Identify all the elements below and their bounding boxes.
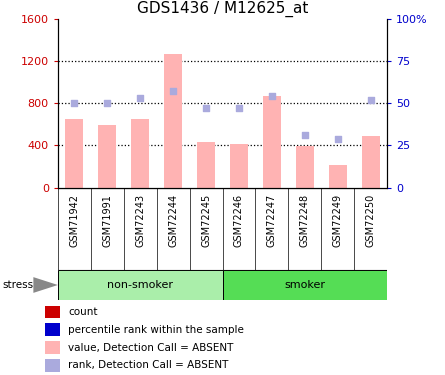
Bar — [362, 136, 380, 188]
Text: GSM71942: GSM71942 — [69, 194, 79, 247]
Bar — [44, 341, 60, 354]
Point — [235, 105, 243, 111]
Bar — [44, 306, 60, 318]
Point — [137, 95, 144, 101]
Point — [301, 132, 308, 138]
Point — [71, 100, 78, 106]
Point — [104, 100, 111, 106]
Text: non-smoker: non-smoker — [107, 280, 173, 290]
Text: GSM72249: GSM72249 — [333, 194, 343, 247]
Text: GSM72247: GSM72247 — [267, 194, 277, 248]
Text: value, Detection Call = ABSENT: value, Detection Call = ABSENT — [68, 343, 233, 352]
Point — [202, 105, 210, 111]
Bar — [65, 119, 83, 188]
Bar — [222, 270, 387, 300]
Text: smoker: smoker — [284, 280, 325, 290]
Text: GSM72243: GSM72243 — [135, 194, 145, 247]
Bar — [329, 165, 347, 188]
Bar — [164, 54, 182, 188]
Title: GDS1436 / M12625_at: GDS1436 / M12625_at — [137, 1, 308, 17]
Point — [367, 97, 374, 103]
Point — [170, 88, 177, 94]
Bar — [44, 359, 60, 372]
Bar — [263, 96, 281, 188]
Bar — [230, 144, 248, 188]
Text: rank, Detection Call = ABSENT: rank, Detection Call = ABSENT — [68, 360, 228, 370]
Text: stress: stress — [2, 280, 33, 290]
Text: GSM72250: GSM72250 — [366, 194, 376, 248]
Text: GSM71991: GSM71991 — [102, 194, 112, 247]
Text: count: count — [68, 307, 97, 317]
Bar — [58, 270, 222, 300]
Bar — [98, 125, 116, 188]
Point — [268, 93, 275, 99]
Text: GSM72246: GSM72246 — [234, 194, 244, 247]
Bar — [131, 119, 149, 188]
Text: GSM72248: GSM72248 — [300, 194, 310, 247]
Polygon shape — [33, 277, 58, 293]
Point — [334, 136, 341, 142]
Text: GSM72245: GSM72245 — [201, 194, 211, 248]
Text: percentile rank within the sample: percentile rank within the sample — [68, 325, 244, 335]
Bar — [197, 142, 215, 188]
Bar — [296, 146, 314, 188]
Text: GSM72244: GSM72244 — [168, 194, 178, 247]
Bar — [44, 323, 60, 336]
